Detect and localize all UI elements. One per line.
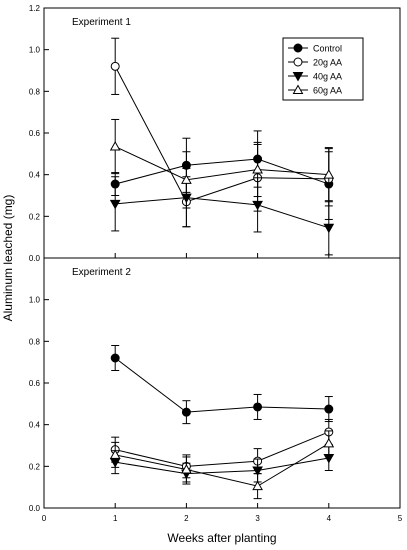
panel-title: Experiment 1 xyxy=(72,17,131,28)
chart-panels: 0.0 0.2 0.4 0.6 0.8 1.0 1.2 Experiment 1 Control… xyxy=(29,4,403,523)
y-axis-label: Aluminum leached (mg) xyxy=(1,195,15,322)
series-triangle-down-filled xyxy=(109,167,335,256)
series-line xyxy=(115,431,329,467)
series-triangle-up-open xyxy=(109,430,335,500)
series-line xyxy=(115,442,330,487)
plot-frame xyxy=(43,257,401,509)
y-tick-label: 0.0 xyxy=(29,504,41,513)
data-point xyxy=(323,437,335,448)
data-point xyxy=(109,449,121,459)
data-point xyxy=(253,402,263,412)
series-line xyxy=(115,158,329,185)
y-tick-label: 1.2 xyxy=(29,4,41,13)
data-point xyxy=(252,163,263,174)
legend-label: Control xyxy=(313,44,342,54)
data-point xyxy=(110,61,120,71)
legend-label: 40g AA xyxy=(313,72,342,82)
panel-experiment-2: 0.0 0.2 0.4 0.6 0.8 1.0 0 1 2 3 4 5 Experiment 2 xyxy=(29,257,403,523)
data-point xyxy=(181,463,192,474)
series-circle-open xyxy=(110,418,334,479)
x-tick-label: 3 xyxy=(255,514,260,523)
data-point xyxy=(323,223,335,234)
data-point xyxy=(109,199,121,210)
x-tick-label: 2 xyxy=(184,514,189,523)
series-line xyxy=(115,457,329,475)
legend-marker xyxy=(293,57,303,67)
series-circle-filled xyxy=(110,345,334,425)
x-tick-label: 1 xyxy=(113,514,118,523)
x-axis-label: Weeks after planting xyxy=(167,531,276,545)
y-tick-label: 0.6 xyxy=(29,379,41,388)
y-tick-label: 0.4 xyxy=(29,421,41,430)
y-tick-label: 1.0 xyxy=(29,296,41,305)
data-point xyxy=(109,141,121,151)
series-triangle-up-open xyxy=(109,118,335,209)
legend-label: 60g AA xyxy=(313,86,342,96)
data-point xyxy=(181,174,192,184)
data-point xyxy=(323,169,335,179)
series-line xyxy=(115,197,329,229)
panel-experiment-1: 0.0 0.2 0.4 0.6 0.8 1.0 1.2 Experiment 1 Control… xyxy=(29,4,401,263)
y-tick-label: 0.0 xyxy=(29,254,41,263)
data-point xyxy=(324,404,334,414)
y-tick-label: 0.2 xyxy=(29,212,41,221)
y-tick-label: 0.8 xyxy=(29,87,41,96)
data-point xyxy=(252,200,263,211)
legend-marker xyxy=(292,72,304,82)
y-tick-label: 0.6 xyxy=(29,129,41,138)
x-tick-label: 5 xyxy=(398,514,403,523)
panel-title: Experiment 2 xyxy=(72,267,131,278)
data-point xyxy=(181,407,191,417)
y-tick-label: 0.2 xyxy=(29,462,41,471)
series-line xyxy=(114,66,329,203)
data-point xyxy=(252,466,263,477)
legend-marker xyxy=(293,43,303,53)
legend-marker xyxy=(292,84,304,94)
x-tick-label: 0 xyxy=(42,514,47,523)
y-tick-label: 0.8 xyxy=(29,337,41,346)
series-circle-filled xyxy=(110,130,334,220)
legend-label: 20g AA xyxy=(313,58,342,68)
y-tick-label: 0.4 xyxy=(29,171,41,180)
legend: Control 20g AA 40g AA 60g AA xyxy=(282,37,364,101)
series-line xyxy=(114,357,329,413)
x-tick-label: 4 xyxy=(327,514,332,523)
data-point xyxy=(110,353,120,363)
data-point xyxy=(252,480,263,491)
y-tick-label: 1.0 xyxy=(29,46,41,55)
series-line xyxy=(114,146,329,181)
